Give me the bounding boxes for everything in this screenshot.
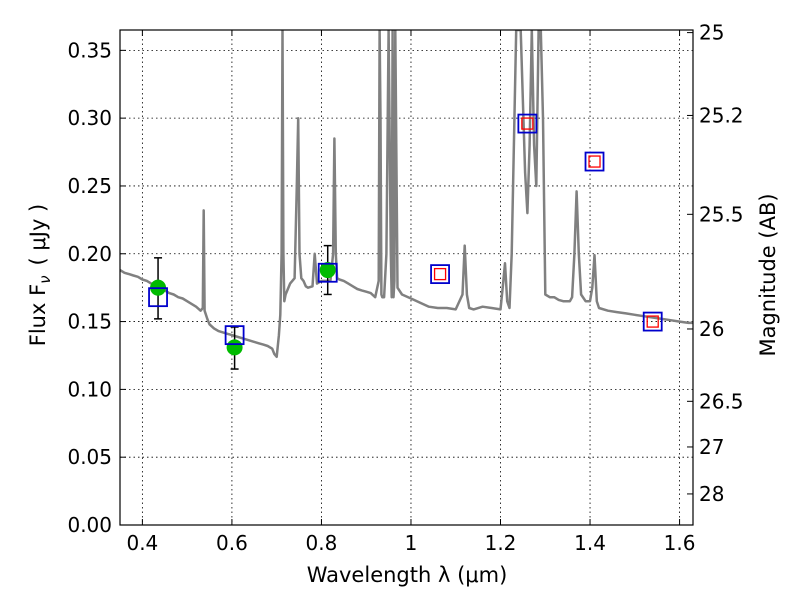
y-axis-label-sub: ν [36,275,54,283]
right-tick-label: 25.5 [699,202,744,226]
spectrum-layer [120,30,693,359]
model-band-square [317,262,338,283]
marker-layer [148,113,663,370]
right-tick-label: 25.2 [699,103,744,127]
photometry-dot [319,262,336,279]
model-band-square [642,311,663,332]
spectrum-line [120,30,693,359]
grid [120,30,693,526]
x-tick-label: 1.4 [574,531,606,555]
y-tick-label: 0.20 [67,242,112,266]
x-tick-label: 1.2 [485,531,517,555]
model-band-square [584,151,605,172]
x-axis-label: Wavelength λ (μm) [307,563,508,587]
right-axis-label: Magnitude (AB) [756,193,780,356]
right-tick-label: 26.5 [699,389,744,413]
predicted-band-square [433,267,447,281]
right-tick-label: 27 [699,435,724,459]
y-axis-label-unit: ( μJy ) [26,204,50,266]
predicted-band-square [521,117,534,130]
ticks: 0.4 0.6 0.8 1 1.2 1.4 1.6 0.00 0.05 0.10 0.15 0.20 0… [67,21,743,555]
predicted-band-square [588,155,601,168]
x-tick-label: 0.6 [216,531,248,555]
plot-frame [119,29,694,526]
y-tick-label: 0.35 [67,38,112,62]
y-tick-label: 0.15 [67,310,112,334]
right-tick-label: 25 [699,21,724,45]
x-tick-label: 0.8 [306,531,338,555]
y-axis-label-main: Flux F [26,284,50,346]
y-tick-label: 0.10 [67,377,112,401]
y-tick-label: 0.25 [67,174,112,198]
right-tick-label: 26 [699,317,724,341]
photometry-dot [226,339,243,356]
x-tick-label: 1.6 [664,531,696,555]
model-band-square [148,287,168,308]
svg-text:Flux Fν( μJy ): Flux Fν ( μJy ) [26,204,54,347]
y-tick-label: 0.05 [67,445,112,469]
photometry-point [319,244,336,296]
y-axis-label: Flux Fν ( μJy ) [26,204,54,347]
model-band-square [430,264,450,285]
right-tick-label: 28 [699,482,724,506]
model-band-square [517,113,538,134]
y-tick-label: 0.00 [67,513,112,537]
x-tick-label: 0.4 [126,531,158,555]
y-tick-label: 0.30 [67,106,112,130]
x-tick-label: 1 [405,531,418,555]
predicted-band-square [646,315,659,328]
model-band-square [224,325,245,346]
